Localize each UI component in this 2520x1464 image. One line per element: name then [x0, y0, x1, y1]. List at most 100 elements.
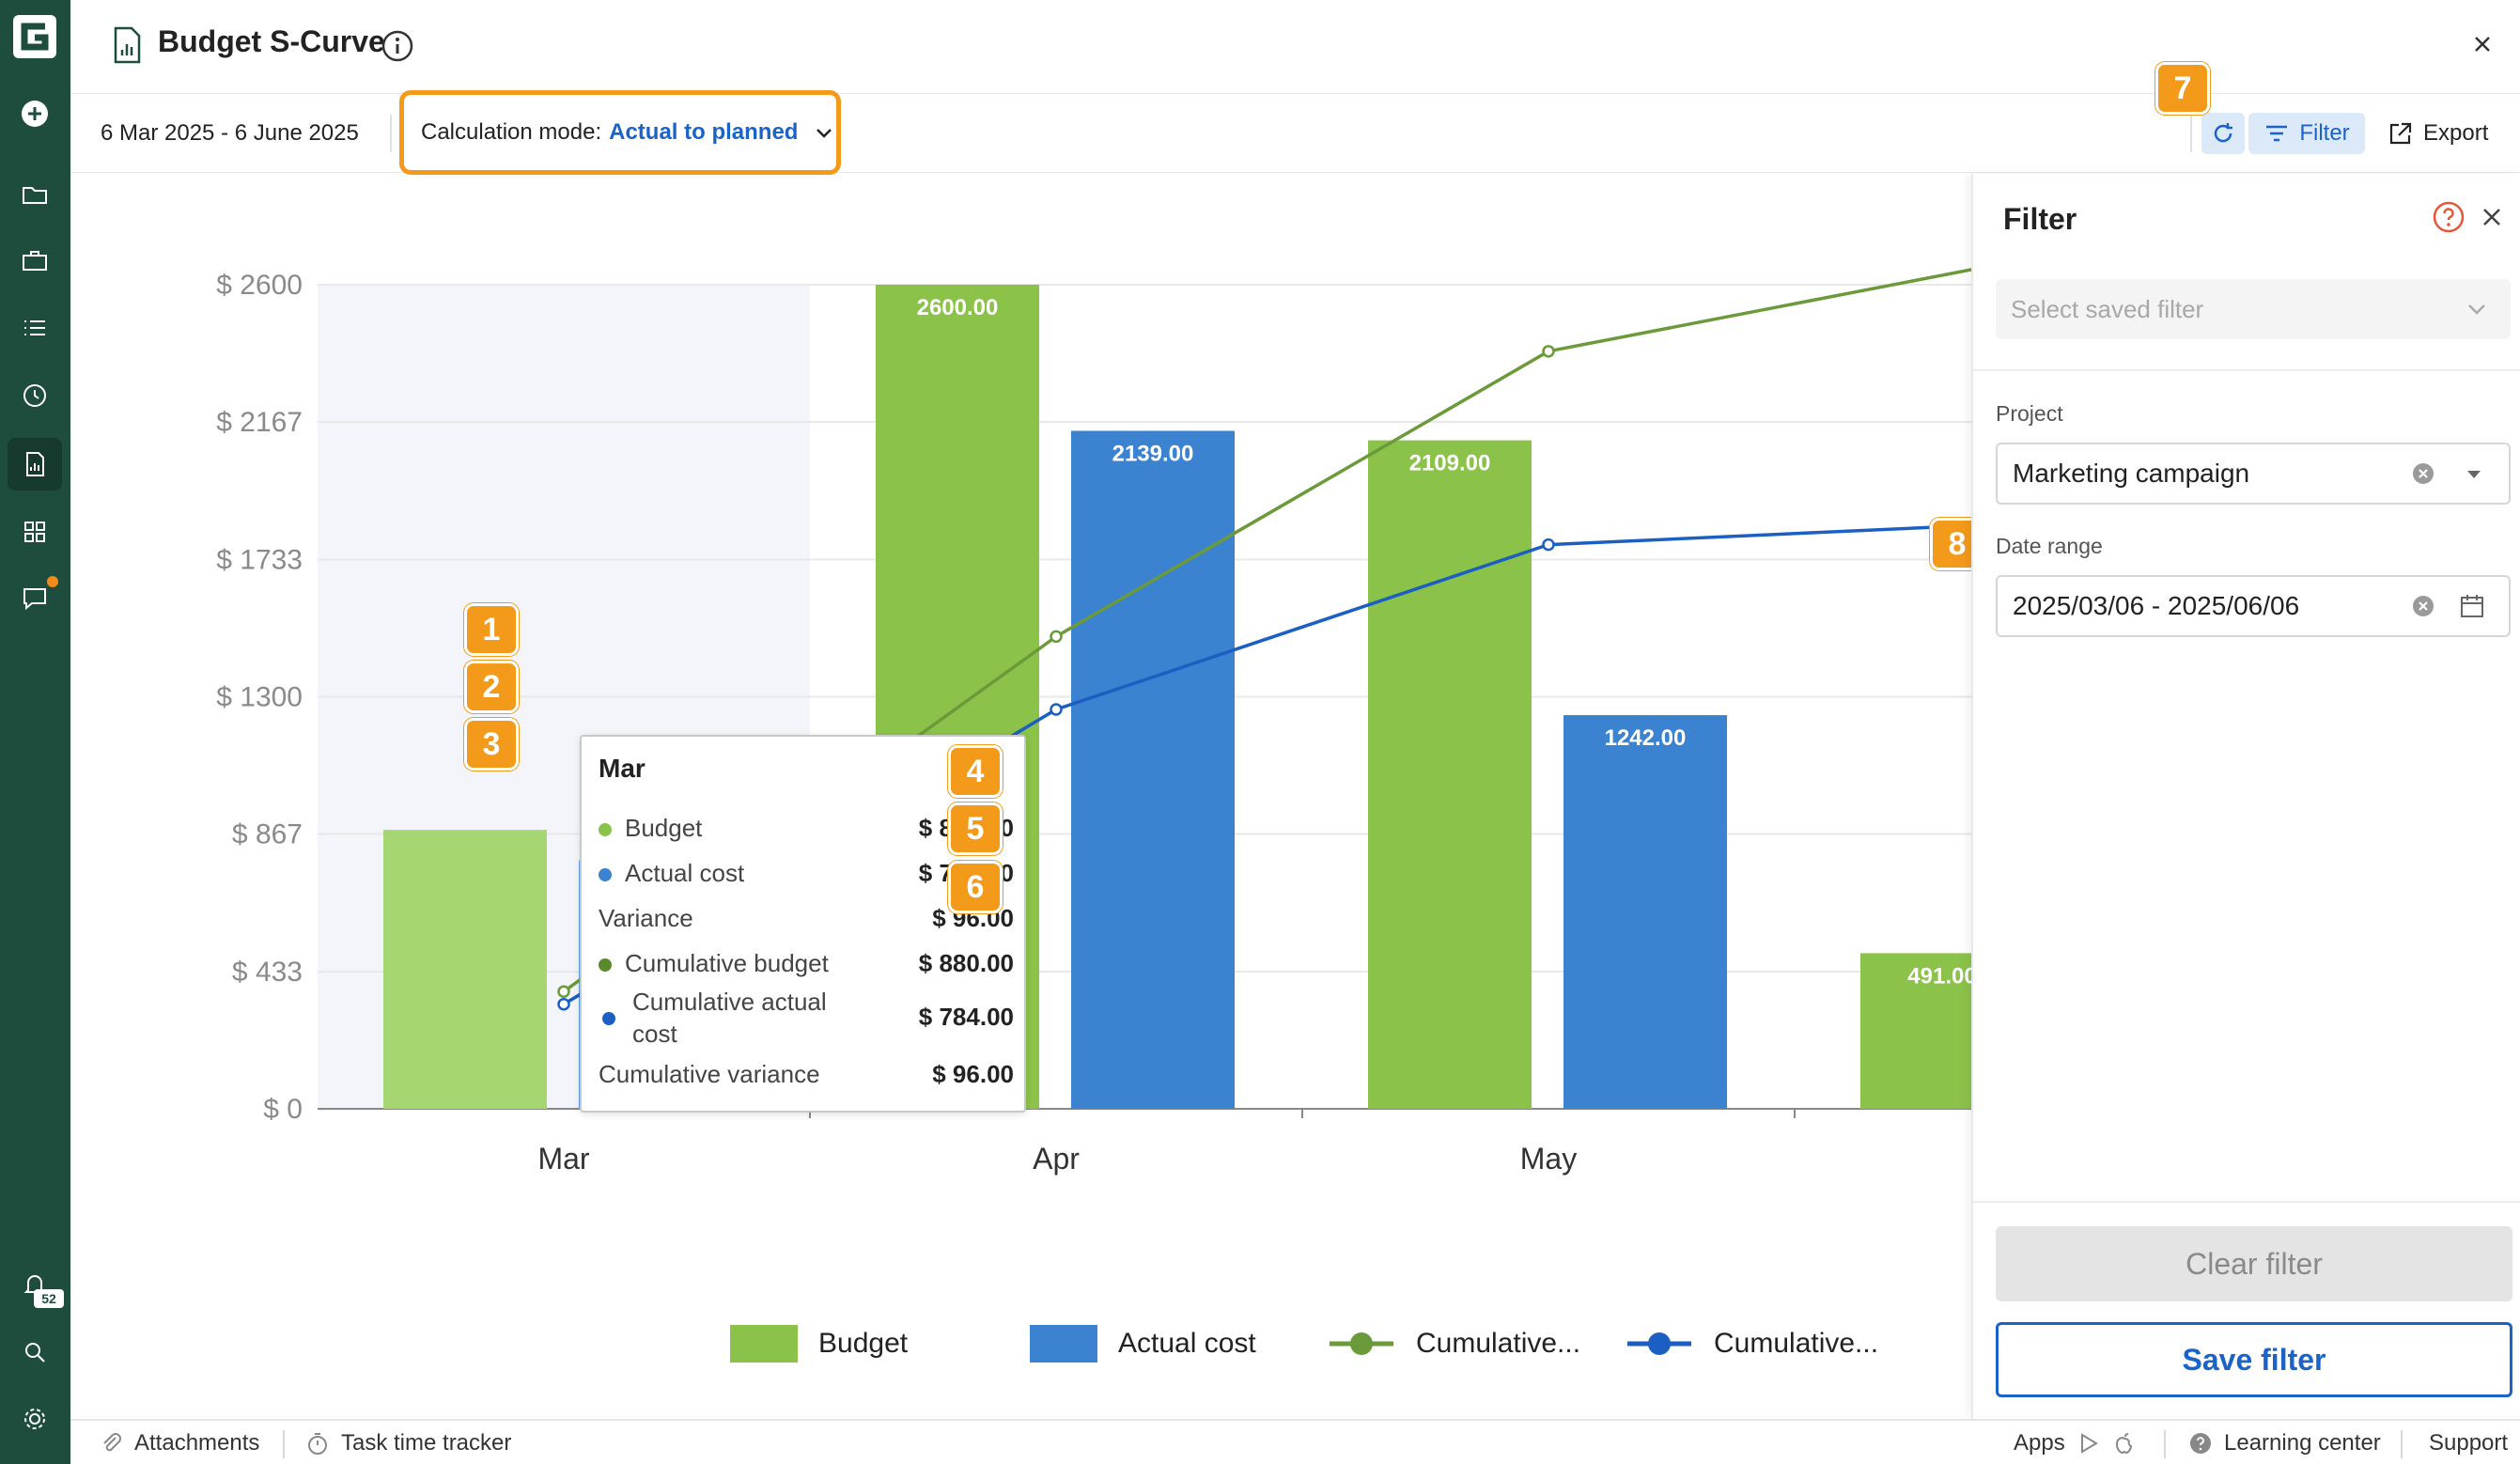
- chart-tooltip: Mar Budget $ 880.00 Actual cost $ 784.00…: [580, 735, 1026, 1113]
- budget-bar: [1860, 953, 1972, 1109]
- filter-panel: Filter Select saved filter Project Marke…: [1971, 174, 2520, 1419]
- date-range-label: Date range: [1996, 534, 2103, 558]
- report-doc-icon: [114, 26, 141, 64]
- task-time-tracker-link[interactable]: Task time tracker: [305, 1430, 511, 1456]
- attachments-link[interactable]: Attachments: [99, 1430, 259, 1456]
- panel-footer-divider: [1973, 1201, 2520, 1203]
- info-icon[interactable]: [381, 29, 414, 63]
- search-icon[interactable]: [15, 1332, 54, 1372]
- close-panel-icon[interactable]: [2477, 202, 2507, 232]
- callout-7: 7: [2155, 62, 2210, 115]
- callout-2: 2: [464, 661, 519, 713]
- page-title: Budget S-Curve: [158, 24, 385, 58]
- calendar-icon[interactable]: [2458, 592, 2486, 620]
- saved-filter-select[interactable]: Select saved filter: [1996, 279, 2511, 339]
- tooltip-row-cumulative-actual-cost: Cumulative actual cost $ 784.00: [599, 986, 1014, 1051]
- close-window-icon[interactable]: [2468, 30, 2497, 58]
- chat-unread-dot: [47, 576, 58, 587]
- legend-item-actual-cost[interactable]: Actual cost: [1030, 1325, 1256, 1363]
- filter-button[interactable]: Filter: [2248, 113, 2365, 154]
- settings-gear-icon[interactable]: [15, 1399, 54, 1439]
- grid-apps-icon[interactable]: [15, 512, 54, 552]
- apps-label: Apps: [2014, 1430, 2065, 1456]
- tooltip-label: Cumulative actual cost: [632, 988, 827, 1048]
- legend-item-budget[interactable]: Budget: [730, 1325, 908, 1363]
- status-divider: [283, 1430, 285, 1458]
- legend-line-swatch: [1330, 1332, 1393, 1355]
- clear-date-icon[interactable]: [2411, 594, 2435, 618]
- apple-icon: [2115, 1433, 2132, 1455]
- cumulative-budget-point: [557, 985, 570, 998]
- legend-swatch: [1030, 1325, 1097, 1363]
- callout-6: 6: [948, 861, 1003, 913]
- briefcase-icon[interactable]: [15, 241, 54, 281]
- calculation-mode-dropdown[interactable]: Calculation mode: Actual to planned: [399, 90, 841, 175]
- clear-filter-button[interactable]: Clear filter: [1996, 1226, 2512, 1301]
- support-label: Support: [2429, 1430, 2509, 1456]
- tooltip-label: Cumulative variance: [599, 1060, 820, 1088]
- cumulative-actual-dot: [602, 1012, 615, 1025]
- budget-bar: [383, 830, 547, 1109]
- budget-dot: [599, 823, 612, 837]
- title-bar: Budget S-Curve: [70, 0, 2520, 94]
- y-tick-label: $ 1733: [216, 544, 303, 575]
- chevron-down-icon: [2468, 304, 2485, 315]
- tooltip-value: $ 96.00: [932, 1060, 1014, 1088]
- tooltip-title: Mar: [599, 754, 646, 783]
- callout-4: 4: [948, 745, 1003, 798]
- support-link[interactable]: Support: [2429, 1430, 2508, 1456]
- budget-bar: [1368, 440, 1532, 1110]
- x-tick-label: May: [1520, 1142, 1577, 1176]
- app-logo-icon[interactable]: [11, 13, 58, 60]
- filter-panel-title: Filter: [2003, 202, 2077, 236]
- chat-icon[interactable]: [15, 579, 54, 618]
- legend-label: Budget: [818, 1328, 909, 1359]
- reports-icon[interactable]: [8, 438, 62, 491]
- status-divider: [2401, 1430, 2403, 1458]
- chart-legend: Budget Actual cost Cumulative... Cumulat…: [70, 1325, 1972, 1372]
- calc-mode-label: Calculation mode:: [421, 119, 602, 145]
- help-icon[interactable]: [2432, 200, 2466, 234]
- saved-filter-placeholder: Select saved filter: [2011, 295, 2204, 323]
- legend-item-cumulative-actual[interactable]: Cumulative...: [1626, 1325, 1878, 1363]
- bar-data-label: 2600.00: [917, 295, 999, 320]
- save-filter-button[interactable]: Save filter: [1996, 1322, 2512, 1397]
- attachments-label: Attachments: [134, 1430, 260, 1456]
- status-bar: Attachments Task time tracker Apps Learn…: [70, 1419, 2520, 1464]
- tooltip-value: $ 880.00: [918, 949, 1014, 977]
- add-icon[interactable]: [15, 94, 54, 133]
- refresh-button[interactable]: [2201, 113, 2245, 154]
- tooltip-row-cumulative-budget: Cumulative budget $ 880.00: [599, 949, 1014, 978]
- apps-link[interactable]: Apps: [2014, 1430, 2137, 1456]
- folder-icon[interactable]: [15, 175, 54, 214]
- status-divider: [2164, 1430, 2166, 1458]
- y-tick-label: $ 1300: [216, 682, 303, 713]
- filter-lines-icon: [2266, 125, 2288, 142]
- y-tick-label: $ 2167: [216, 407, 303, 438]
- caret-down-icon[interactable]: [2460, 459, 2488, 488]
- date-range-label: 6 Mar 2025 - 6 June 2025: [101, 120, 359, 146]
- project-select[interactable]: Marketing campaign: [1996, 443, 2511, 505]
- learning-center-link[interactable]: Learning center: [2188, 1430, 2381, 1456]
- left-rail: 52: [0, 0, 70, 1464]
- legend-label: Cumulative...: [1416, 1328, 1581, 1359]
- callout-5: 5: [948, 802, 1003, 855]
- tooltip-label: Variance: [599, 904, 693, 932]
- bar-data-label: 491.00: [1907, 963, 1972, 989]
- legend-line-swatch: [1627, 1332, 1691, 1355]
- export-button[interactable]: Export: [2388, 113, 2510, 154]
- list-icon[interactable]: [15, 308, 54, 348]
- bar-data-label: 2139.00: [1112, 441, 1194, 466]
- y-tick-label: $ 433: [232, 957, 303, 988]
- export-button-label: Export: [2423, 120, 2489, 146]
- legend-item-cumulative-budget[interactable]: Cumulative...: [1328, 1325, 1580, 1363]
- toolbar: 6 Mar 2025 - 6 June 2025 Calculation mod…: [70, 90, 2520, 175]
- callout-1: 1: [464, 603, 519, 656]
- clear-project-icon[interactable]: [2411, 461, 2435, 486]
- project-value: Marketing campaign: [2013, 459, 2250, 488]
- project-label: Project: [1996, 401, 2063, 426]
- date-range-input[interactable]: 2025/03/06 - 2025/06/06: [1996, 575, 2511, 637]
- clock-icon[interactable]: [15, 376, 54, 415]
- actual-cost-dot: [599, 868, 612, 882]
